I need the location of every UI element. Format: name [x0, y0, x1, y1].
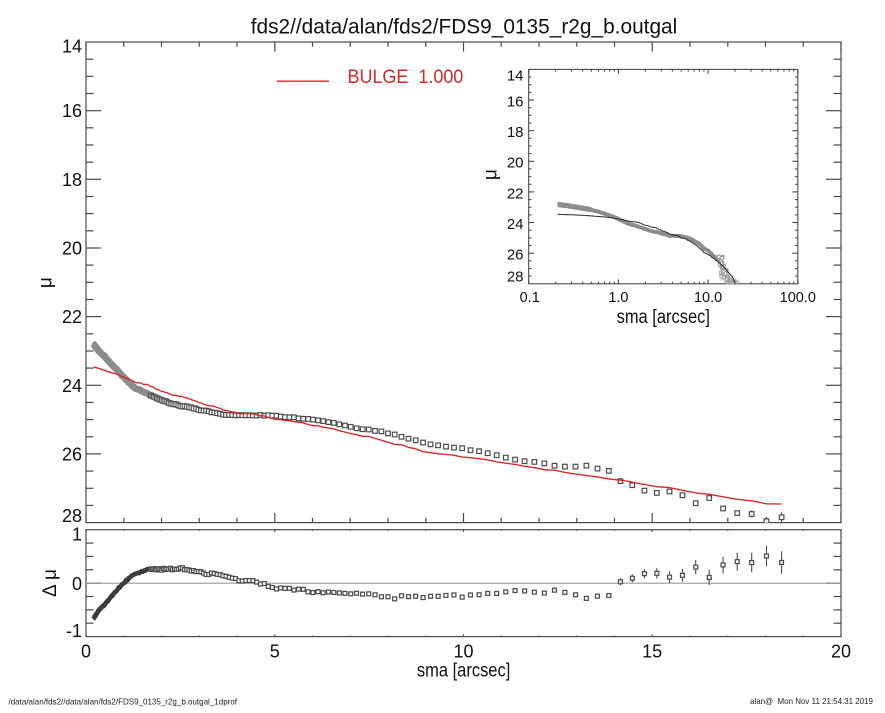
svg-text:20: 20: [62, 239, 82, 259]
svg-text:0: 0: [72, 574, 82, 594]
svg-text:22: 22: [62, 307, 82, 327]
svg-text:1: 1: [72, 525, 82, 545]
svg-text:16: 16: [507, 93, 524, 110]
svg-text:16: 16: [62, 101, 82, 121]
svg-text:28: 28: [62, 506, 82, 526]
svg-text:1.0: 1.0: [608, 290, 628, 306]
svg-text:alan@ Mon Nov 11 21:54:31 201: alan@ Mon Nov 11 21:54:31 2019: [750, 696, 873, 706]
svg-text:/data/alan/fds2//data/alan/fds: /data/alan/fds2//data/alan/fds2/FDS9_013…: [9, 697, 238, 707]
svg-text:15: 15: [642, 641, 662, 661]
svg-text:24: 24: [507, 216, 524, 233]
svg-text:24: 24: [62, 376, 82, 396]
svg-text:26: 26: [62, 445, 82, 465]
svg-text:10: 10: [453, 641, 473, 661]
svg-text:BULGE 1.000: BULGE 1.000: [348, 67, 464, 88]
svg-text:0: 0: [81, 641, 91, 661]
svg-text:20: 20: [507, 155, 524, 172]
svg-text:20: 20: [831, 641, 851, 661]
svg-text:sma [arcsec]: sma [arcsec]: [417, 661, 510, 682]
svg-text:-1: -1: [66, 621, 82, 641]
svg-text:18: 18: [62, 170, 82, 190]
svg-text:fds2//data/alan/fds2/FDS9_0135: fds2//data/alan/fds2/FDS9_0135_r2g_b.out…: [251, 14, 678, 38]
svg-text:10.0: 10.0: [694, 290, 722, 306]
svg-text:14: 14: [507, 67, 524, 84]
svg-text:28: 28: [507, 269, 524, 286]
svg-text:0.1: 0.1: [520, 290, 540, 306]
svg-text:26: 26: [507, 247, 524, 264]
svg-text:μ: μ: [36, 277, 57, 288]
svg-text:14: 14: [62, 37, 82, 57]
svg-text:sma [arcsec]: sma [arcsec]: [617, 307, 710, 328]
svg-text:μ: μ: [481, 169, 502, 180]
svg-text:Δ μ: Δ μ: [40, 569, 61, 597]
svg-text:18: 18: [507, 124, 524, 141]
svg-text:22: 22: [507, 185, 524, 202]
svg-text:5: 5: [270, 641, 280, 661]
svg-text:100.0: 100.0: [780, 290, 816, 306]
